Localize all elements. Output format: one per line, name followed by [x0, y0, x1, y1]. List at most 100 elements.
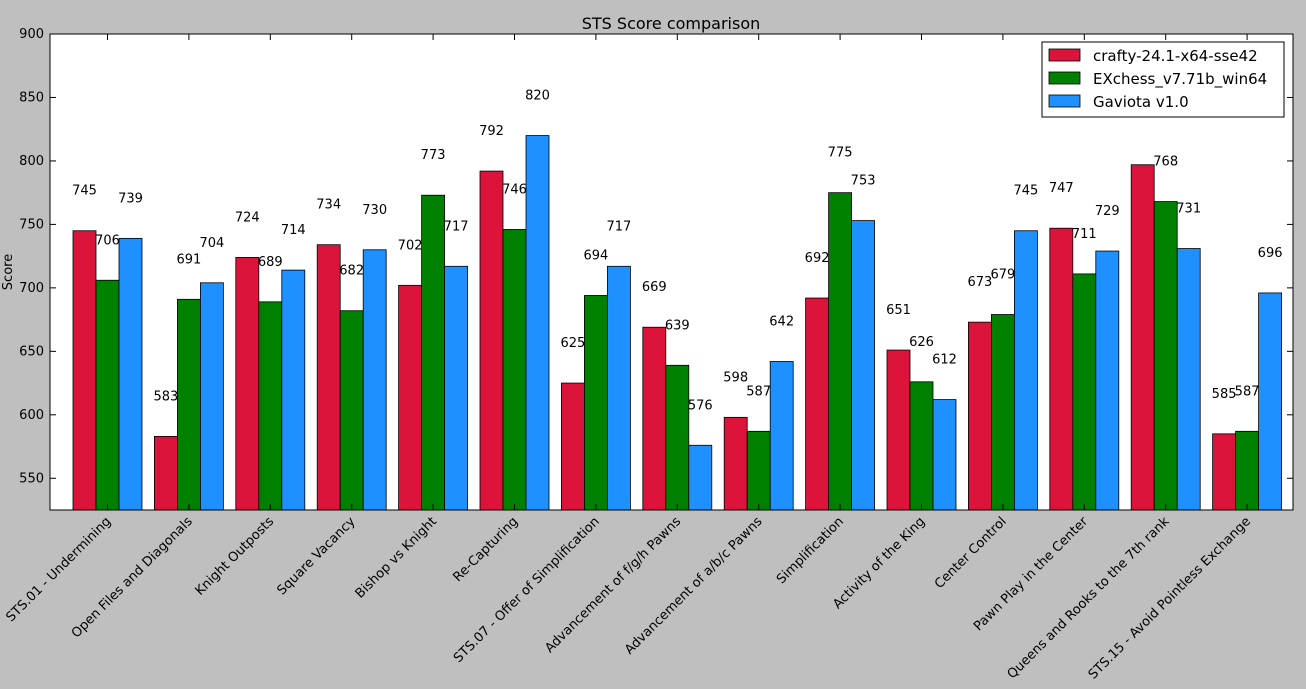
bar-series-1-cat-11	[991, 314, 1015, 511]
data-label-series-1-cat-10: 626	[909, 335, 934, 350]
data-label-series-2-cat-7: 576	[688, 398, 713, 413]
y-tick-label: 550	[19, 471, 44, 486]
data-label-series-2-cat-14: 696	[1258, 246, 1283, 261]
x-tick-label: Knight Outposts	[193, 514, 278, 599]
x-tick-label: Advancement of f/g/h Pawns	[542, 514, 684, 656]
data-label-series-2-cat-6: 717	[606, 219, 631, 234]
bar-series-0-cat-8	[723, 416, 748, 511]
legend-swatch-1	[1048, 71, 1081, 85]
bar-series-0-cat-1	[153, 435, 178, 511]
data-label-series-1-cat-6: 694	[583, 248, 608, 263]
plot-frame	[49, 33, 1294, 511]
x-tick-label: Activity of the King	[830, 514, 928, 612]
data-label-series-1-cat-1: 691	[176, 252, 201, 267]
y-axis-label: Score	[1, 254, 16, 290]
bar-series-2-cat-8	[769, 361, 794, 511]
data-label-series-0-cat-5: 792	[479, 124, 504, 139]
data-label-series-0-cat-10: 651	[886, 303, 911, 318]
x-tick-label: Simplification	[774, 514, 847, 587]
legend: crafty-24.1-x64-sse42 EXchess_v7.71b_win6…	[1041, 41, 1285, 118]
bar-series-0-cat-12	[1049, 227, 1074, 511]
bar-series-2-cat-9	[851, 220, 875, 511]
data-label-series-0-cat-8: 598	[723, 370, 748, 385]
legend-swatch-2	[1048, 94, 1081, 108]
data-label-series-2-cat-13: 731	[1176, 202, 1201, 217]
bar-series-2-cat-0	[118, 237, 143, 511]
x-tick-label: Center Control	[932, 514, 1010, 592]
bar-series-1-cat-1	[176, 298, 201, 511]
bar-series-1-cat-14	[1235, 430, 1259, 511]
bar-series-1-cat-9	[828, 192, 852, 511]
y-tick-label: 650	[19, 344, 44, 359]
data-label-series-0-cat-0: 745	[72, 184, 97, 199]
bar-series-1-cat-0	[95, 279, 120, 511]
data-label-series-2-cat-9: 753	[851, 174, 876, 189]
bar-series-0-cat-0	[72, 230, 97, 511]
data-label-series-1-cat-2: 689	[258, 255, 283, 270]
data-label-series-0-cat-12: 747	[1049, 181, 1074, 196]
bar-series-1-cat-3	[339, 310, 364, 511]
data-label-series-0-cat-11: 673	[967, 275, 992, 290]
legend-swatch-0	[1048, 48, 1081, 62]
bar-series-2-cat-12	[1095, 250, 1120, 511]
bar-series-2-cat-2	[281, 269, 306, 511]
bar-series-1-cat-8	[746, 430, 771, 511]
bar-series-2-cat-5	[525, 135, 550, 511]
bar-series-1-cat-10	[909, 381, 934, 511]
data-label-series-2-cat-1: 704	[199, 236, 224, 251]
bar-series-1-cat-6	[584, 295, 608, 511]
legend-box	[1041, 41, 1285, 118]
bar-series-2-cat-4	[444, 265, 469, 511]
y-tick-label: 900	[19, 27, 44, 42]
legend-label-1: EXchess_v7.71b_win64	[1093, 70, 1267, 89]
data-label-series-0-cat-6: 625	[560, 336, 585, 351]
data-label-series-1-cat-14: 587	[1235, 384, 1260, 399]
y-tick-label: 600	[19, 408, 44, 423]
data-label-series-0-cat-9: 692	[805, 251, 830, 266]
data-label-series-0-cat-4: 702	[398, 238, 423, 253]
bar-series-0-cat-6	[561, 382, 585, 511]
bar-series-0-cat-7	[642, 326, 667, 511]
data-label-series-1-cat-7: 639	[665, 318, 690, 333]
bar-series-0-cat-10	[886, 349, 911, 511]
data-label-series-2-cat-0: 739	[118, 191, 143, 206]
data-label-series-2-cat-11: 745	[1013, 184, 1038, 199]
bar-series-2-cat-7	[688, 444, 713, 511]
bar-series-2-cat-13	[1176, 248, 1201, 511]
bar-series-0-cat-5	[479, 170, 504, 511]
x-tick-label: Queens and Rooks to the 7th rank	[1005, 514, 1173, 682]
bar-series-0-cat-13	[1130, 164, 1155, 511]
bar-series-2-cat-10	[932, 399, 957, 511]
chart-title: STS Score comparison	[582, 14, 761, 33]
data-labels-group: 745 583 724 734 702 792 625 669 598 692 651 673 747 5…	[72, 89, 1282, 414]
bar-series-0-cat-2	[235, 257, 260, 511]
data-label-series-2-cat-2: 714	[281, 223, 306, 238]
bar-series-2-cat-11	[1014, 230, 1038, 511]
x-tick-label: STS.07 - Offer of Simplification	[451, 514, 603, 666]
data-label-series-1-cat-13: 768	[1153, 155, 1178, 170]
data-label-series-2-cat-3: 730	[362, 203, 387, 218]
bar-series-2-cat-3	[362, 249, 387, 511]
data-label-series-0-cat-1: 583	[153, 389, 178, 404]
data-label-series-0-cat-2: 724	[235, 210, 260, 225]
bar-series-1-cat-4	[421, 194, 446, 511]
bar-series-0-cat-9	[805, 297, 829, 511]
x-tick-label: Square Vacancy	[274, 514, 358, 598]
x-tick-label: Re-Capturing	[450, 514, 521, 585]
bar-series-2-cat-14	[1258, 292, 1282, 511]
y-tick-label: 800	[19, 154, 44, 169]
data-label-series-1-cat-8: 587	[746, 384, 771, 399]
data-label-series-1-cat-5: 746	[502, 182, 527, 197]
data-label-series-2-cat-10: 612	[932, 353, 957, 368]
x-tick-label: Advancement of a/b/c Pawns	[622, 514, 766, 658]
bar-series-1-cat-13	[1153, 201, 1178, 511]
data-label-series-1-cat-0: 706	[95, 233, 120, 248]
bar-series-0-cat-11	[968, 321, 992, 511]
data-label-series-0-cat-14: 585	[1212, 387, 1237, 402]
y-tick-label: 700	[19, 281, 44, 296]
data-label-series-2-cat-4: 717	[444, 219, 469, 234]
data-label-series-2-cat-8: 642	[769, 314, 794, 329]
bar-series-1-cat-5	[502, 229, 527, 511]
data-label-series-0-cat-3: 734	[316, 198, 341, 213]
